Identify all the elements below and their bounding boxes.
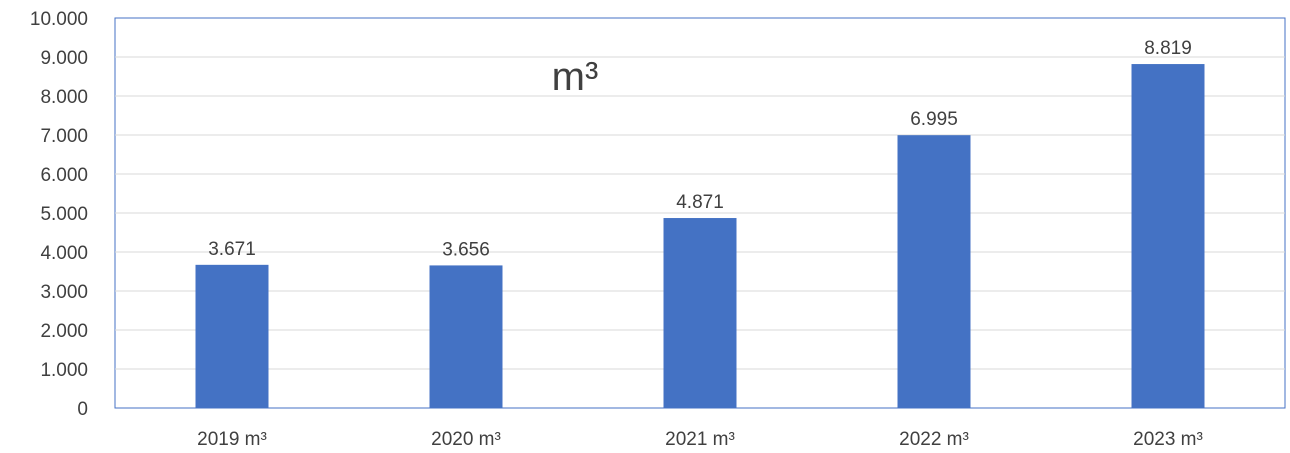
y-axis-ticks: 0 1.000 2.000 3.000 4.000 5.000 6.000 7.000 8.00… bbox=[30, 9, 88, 420]
y-tick-label: 7.000 bbox=[40, 126, 88, 147]
bar-value-label: 6.995 bbox=[910, 109, 958, 130]
bar-value-label: 3.656 bbox=[442, 239, 490, 260]
x-axis-categories: 2019 m³ 2020 m³ 2021 m³ 2022 m³ 2023 m³ bbox=[197, 429, 1203, 450]
data-labels: 3.671 3.656 4.871 6.995 8.819 bbox=[208, 38, 1192, 260]
bar bbox=[663, 218, 737, 408]
y-tick-label: 8.000 bbox=[40, 87, 88, 108]
bar bbox=[897, 135, 971, 408]
y-tick-label: 1.000 bbox=[40, 360, 88, 381]
y-tick-label: 9.000 bbox=[40, 48, 88, 69]
x-category-label: 2021 m³ bbox=[665, 429, 735, 450]
y-tick-label: 4.000 bbox=[40, 243, 88, 264]
x-category-label: 2022 m³ bbox=[899, 429, 969, 450]
bar bbox=[429, 265, 503, 408]
bar bbox=[1131, 64, 1205, 409]
y-tick-label: 6.000 bbox=[40, 165, 88, 186]
bar-value-label: 4.871 bbox=[676, 192, 724, 213]
bars bbox=[195, 64, 1205, 409]
y-tick-label: 3.000 bbox=[40, 282, 88, 303]
x-category-label: 2023 m³ bbox=[1133, 429, 1203, 450]
y-tick-label: 5.000 bbox=[40, 204, 88, 225]
bar-value-label: 3.671 bbox=[208, 239, 256, 260]
y-tick-label: 10.000 bbox=[30, 9, 88, 30]
bar-value-label: 8.819 bbox=[1144, 38, 1192, 59]
x-category-label: 2020 m³ bbox=[431, 429, 501, 450]
x-category-label: 2019 m³ bbox=[197, 429, 267, 450]
y-tick-label: 0 bbox=[77, 399, 88, 420]
bar bbox=[195, 264, 269, 408]
chart-title: m³ bbox=[552, 55, 599, 99]
y-tick-label: 2.000 bbox=[40, 321, 88, 342]
